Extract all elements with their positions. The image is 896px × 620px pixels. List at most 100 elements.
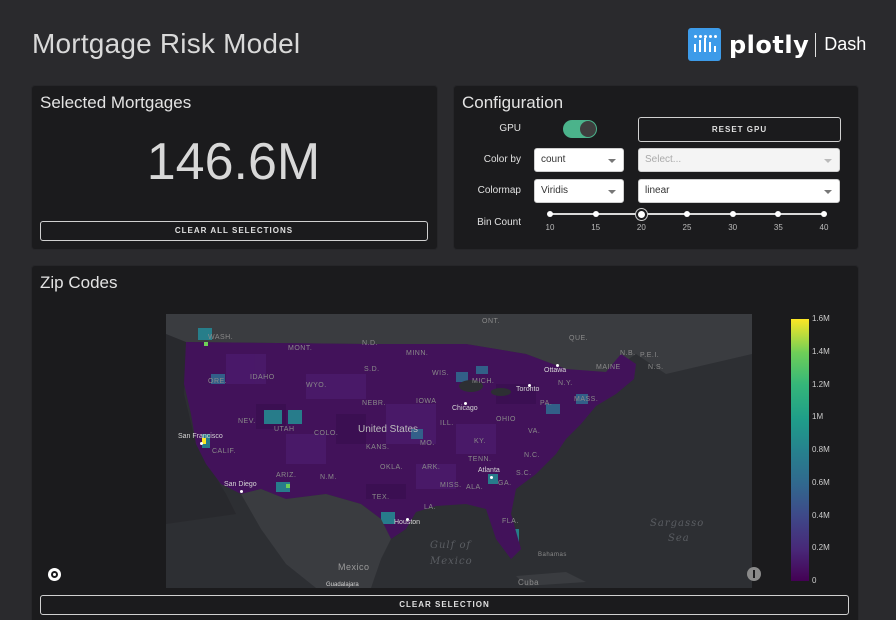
colormap-select[interactable]: Viridis [534,179,624,203]
colorbar-tick-label: 0.6M [812,477,830,487]
map-label-ore: ORE. [208,378,228,385]
chevron-down-icon [608,190,616,194]
map-label-gulf-2: Mexico [430,556,473,567]
reset-gpu-button[interactable]: RESET GPU [638,117,841,142]
chevron-down-icon [824,159,832,163]
city-san-diego: San Diego [224,481,257,488]
plotly-logo-icon [688,28,721,61]
map-label-mont: MONT. [288,345,313,352]
bin-count-slider-mark[interactable] [547,211,553,217]
map-label-miss: MISS. [440,482,462,489]
city-dot-houston [406,518,409,521]
city-ottawa: Ottawa [544,367,567,374]
zip-code-map[interactable]: ONT. WASH. MONT. N.D. MINN. QUE. ORE. ID… [166,314,752,588]
colorbar [791,319,809,581]
map-label-tex: TEX. [372,494,390,501]
color-by-value: count [541,154,566,165]
logo-divider [815,32,817,57]
map-label-bahamas: Bahamas [538,552,567,558]
bin-count-tick-label: 25 [682,223,692,232]
clear-selection-button[interactable]: CLEAR SELECTION [40,595,849,615]
mapbox-logo-icon[interactable] [48,568,61,581]
city-dot-chicago [464,402,467,405]
map-label-iowa: IOWA [416,398,437,405]
map-label-calif: CALIF. [212,448,237,455]
selected-mortgages-panel: Selected Mortgages 146.6M CLEAR ALL SELE… [32,86,437,249]
map-label-tenn: TENN. [468,456,492,463]
bin-count-tick-label: 10 [545,223,555,232]
bin-count-slider-mark[interactable] [729,211,736,217]
bin-count-label: Bin Count [477,217,521,228]
logo-wordmark: plotly [729,30,810,59]
map-label-ny: N.Y. [558,380,573,387]
map-label-que: QUE. [569,335,589,342]
map-label-maine: MAINE [596,364,621,371]
map-label-ark: ARK. [422,464,441,471]
colorbar-tick-label: 1.2M [812,379,830,389]
city-dot-san-francisco [200,442,203,445]
city-houston: Houston [394,519,421,526]
map-label-sargasso-2: Sea [668,533,690,544]
selected-mortgages-count: 146.6M [146,133,321,191]
map-label-pei: P.E.I. [640,352,660,359]
map-label-sargasso-1: Sargasso [650,518,705,529]
plotly-dash-logo: plotly Dash [688,28,866,61]
color-by-select[interactable]: count [534,148,624,172]
chevron-down-icon [608,159,616,163]
map-label-la: LA. [424,504,437,511]
gpu-label: GPU [499,123,521,134]
colorbar-tick-label: 1.6M [812,314,830,323]
logo-product: Dash [824,34,867,54]
bin-count-slider-handle[interactable] [635,209,647,220]
map-label-wis: WIS. [432,370,450,377]
map-label-ariz: ARIZ. [276,472,297,479]
map-label-mich: MICH. [472,378,495,385]
gpu-toggle-knob [580,121,596,137]
zip-codes-title: Zip Codes [40,273,118,292]
colorbar-tick-label: 1.4M [812,346,830,356]
map-label-ala: ALA. [466,484,484,491]
colormap-value: Viridis [541,185,569,196]
map-label-mexico: Mexico [338,562,370,572]
color-by-secondary-select[interactable]: Select... [638,148,840,172]
clear-all-selections-button[interactable]: CLEAR ALL SELECTIONS [40,221,428,241]
city-chicago: Chicago [452,405,478,412]
bin-count-slider-mark[interactable] [775,211,782,217]
map-label-okla: OKLA. [380,464,404,471]
bin-count-slider-mark[interactable] [684,211,690,217]
colorbar-tick-label: 0 [812,576,817,585]
map-label-cuba: Cuba [518,578,540,587]
colorbar-tick-label: 0.8M [812,445,830,454]
bin-count-slider-mark[interactable] [821,211,827,217]
map-label-pa: PA. [540,400,553,407]
map-label-wash: WASH. [208,334,234,341]
map-label-nebr: NEBR. [362,400,386,407]
chevron-down-icon [824,190,832,194]
info-icon[interactable] [747,567,761,581]
colorbar-tick-label: 0.2M [812,543,830,553]
gpu-toggle[interactable] [563,120,597,138]
colorbar-tick-label: 1M [812,412,824,422]
city-dot-atlanta [490,476,493,479]
bin-count-tick-label: 40 [819,223,829,232]
bin-count-tick-label: 15 [591,223,601,232]
map-label-nb: N.B. [620,350,636,357]
scale-value: linear [645,185,670,196]
city-dot-toronto [528,384,531,387]
map-svg [166,314,752,588]
map-label-ga: GA. [498,480,512,487]
bin-count-tick-label: 35 [773,223,783,232]
map-label-ns: N.S. [648,364,664,371]
page-title: Mortgage Risk Model [32,28,301,59]
bin-count-tick-label: 30 [728,223,738,232]
map-label-mo: MO. [420,440,435,447]
city-dot-san-diego [240,490,243,493]
map-label-mass: MASS. [574,396,599,403]
color-by-secondary-placeholder: Select... [645,154,682,165]
map-label-wyo: WYO. [306,382,327,389]
bin-count-slider-mark[interactable] [592,211,599,217]
map-label-va: VA. [528,428,541,435]
map-label-sc: S.C. [516,470,532,477]
map-label-united-states: United States [358,424,419,435]
scale-select[interactable]: linear [638,179,840,203]
